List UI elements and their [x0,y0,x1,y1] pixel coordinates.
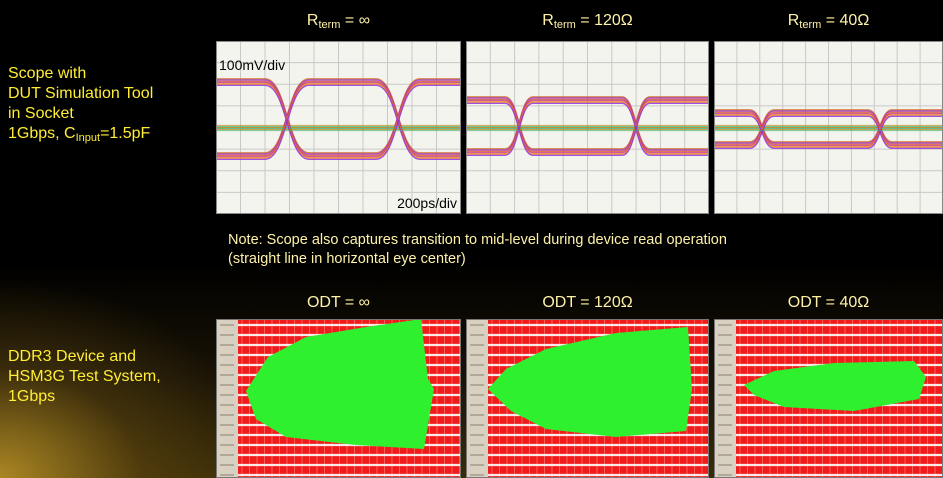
horizontal-scale: 200ps/div [397,195,457,211]
header-text: R [307,12,319,29]
header-text: = ∞ [340,12,370,29]
shmoo-plot [466,319,709,478]
scope-eye-diagram [714,41,943,214]
header-subscript: term [318,19,340,31]
column-header: ODT = 120Ω [466,294,709,312]
slide: Scope with DUT Simulation Tool in Socket… [0,0,943,478]
scope-traces [714,41,943,214]
note-line: (straight line in horizontal eye center) [228,250,727,269]
column-header: Rterm = ∞ [216,12,461,31]
column-header: Rterm = 40Ω [714,12,943,31]
scope-eye-diagram: 100mV/div 200ps/div [216,41,461,214]
header-text: = 120Ω [576,12,633,29]
shmoo-axis-strip [466,319,488,478]
header-text: R [542,12,554,29]
label-subscript: Input [76,132,100,144]
header-subscript: term [799,19,821,31]
label-line: in Socket [8,104,153,124]
scope-eye-diagram [466,41,709,214]
shmoo-axis-strip [216,319,238,478]
note: Note: Scope also captures transition to … [228,231,727,269]
label-text: 1Gbps, C [8,125,76,142]
label-line: Scope with [8,64,153,84]
column-header: ODT = ∞ [216,294,461,312]
label-text: =1.5pF [100,125,150,142]
shmoo-plot [714,319,943,478]
bottom-row-label: DDR3 Device and HSM3G Test System, 1Gbps [8,347,161,407]
column-header: Rterm = 120Ω [466,12,709,31]
label-line: DUT Simulation Tool [8,84,153,104]
header-subscript: term [554,19,576,31]
top-row-label: Scope with DUT Simulation Tool in Socket… [8,64,153,148]
vertical-scale: 100mV/div [219,57,285,73]
label-line: HSM3G Test System, [8,367,161,387]
shmoo-axis-strip [714,319,736,478]
header-text: = 40Ω [821,12,869,29]
label-line: 1Gbps, CInput=1.5pF [8,124,153,148]
label-line: 1Gbps [8,387,161,407]
scope-traces [466,41,709,214]
shmoo-plot [216,319,461,478]
note-line: Note: Scope also captures transition to … [228,231,727,250]
header-text: R [788,12,800,29]
column-header: ODT = 40Ω [714,294,943,312]
label-line: DDR3 Device and [8,347,161,367]
